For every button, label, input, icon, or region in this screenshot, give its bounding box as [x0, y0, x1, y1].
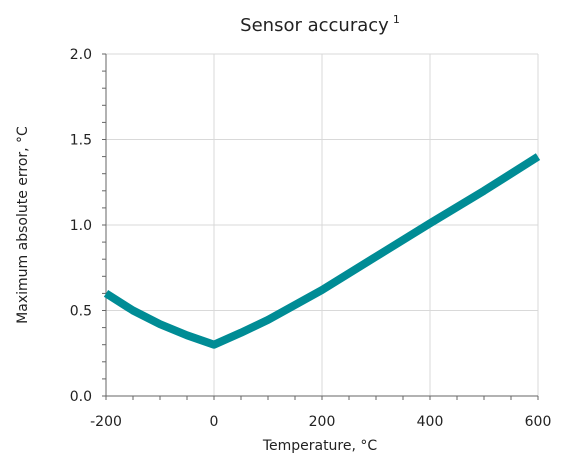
minor-ticks	[102, 53, 539, 400]
y-tick-labels: 0.0 0.5 1.0 1.5 2.0	[70, 47, 92, 405]
x-tick-label: 0	[210, 414, 219, 430]
x-tick-label: 600	[525, 414, 552, 430]
chart-title-superscript: 1	[393, 13, 400, 26]
y-tick-label: 1.0	[70, 218, 92, 234]
x-tick-label: -200	[90, 414, 122, 430]
chart-title-text: Sensor accuracy	[240, 15, 389, 36]
x-tick-label: 200	[309, 414, 336, 430]
series-layer	[103, 153, 541, 349]
y-tick-label: 2.0	[70, 47, 92, 63]
chart-title: Sensor accuracy 1	[240, 13, 400, 36]
y-tick-label: 0.5	[70, 304, 92, 320]
y-tick-label: 0.0	[70, 389, 92, 405]
y-axis-label: Maximum absolute error, °C	[15, 126, 31, 324]
y-tick-label: 1.5	[70, 133, 92, 149]
gridlines	[106, 53, 539, 396]
x-tick-label: 400	[417, 414, 444, 430]
x-tick-labels: -200 0 200 400 600	[90, 414, 551, 430]
x-axis-label: Temperature, °C	[262, 438, 378, 454]
series-line	[103, 153, 541, 349]
